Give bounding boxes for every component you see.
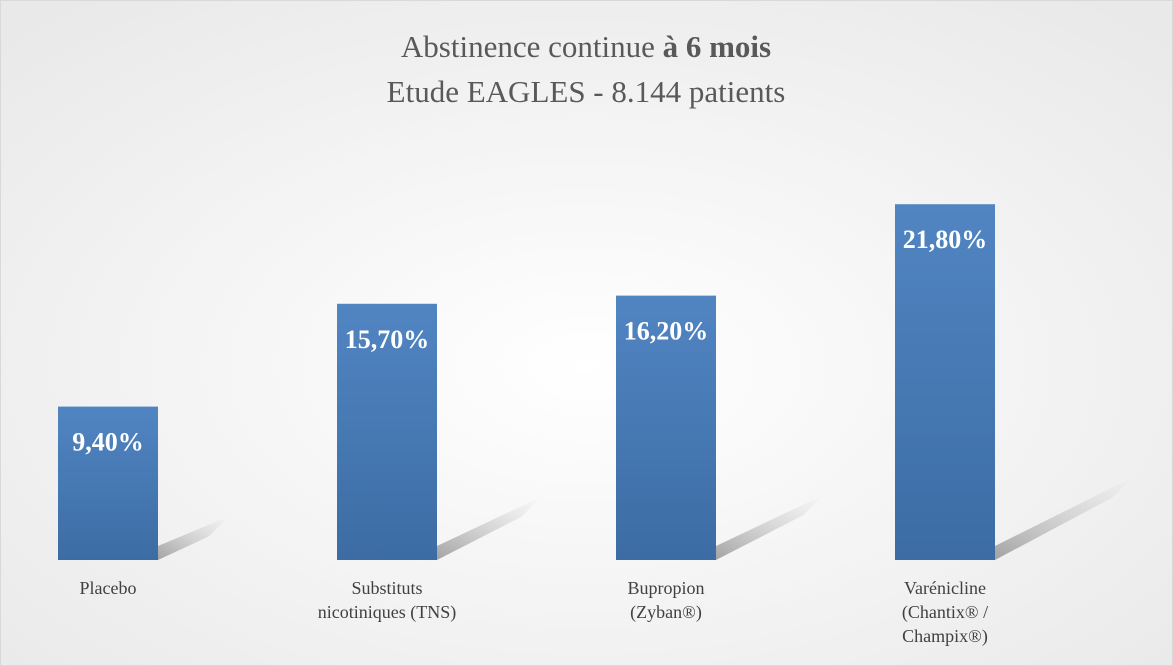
x-tick-label: Bupropion (Zyban®) — [627, 578, 705, 622]
bar-shadow — [995, 477, 1133, 560]
data-label: 15,70% — [345, 325, 430, 354]
title-text: Abstinence continue — [401, 29, 655, 64]
bar — [616, 295, 716, 560]
data-label: 16,20% — [624, 317, 709, 346]
bar-shadow — [158, 516, 229, 560]
bar — [58, 406, 158, 560]
data-label: 9,40% — [72, 428, 144, 457]
bar-shadow — [716, 495, 824, 560]
x-tick-label: Substituts nicotiniques (TNS) — [317, 578, 457, 622]
x-tick-label: Placebo — [79, 578, 137, 598]
bar-shadow — [437, 496, 542, 560]
chart-title: Abstinence continue à 6 mois — [401, 29, 771, 64]
x-tick-label: Varénicline (Chantix® / Champix®) — [901, 578, 989, 646]
bar — [895, 204, 995, 560]
data-label: 21,80% — [903, 225, 988, 254]
bar — [337, 303, 437, 560]
title-emphasis: à 6 mois — [663, 29, 772, 64]
chart-subtitle: Etude EAGLES - 8.144 patients — [387, 74, 786, 109]
